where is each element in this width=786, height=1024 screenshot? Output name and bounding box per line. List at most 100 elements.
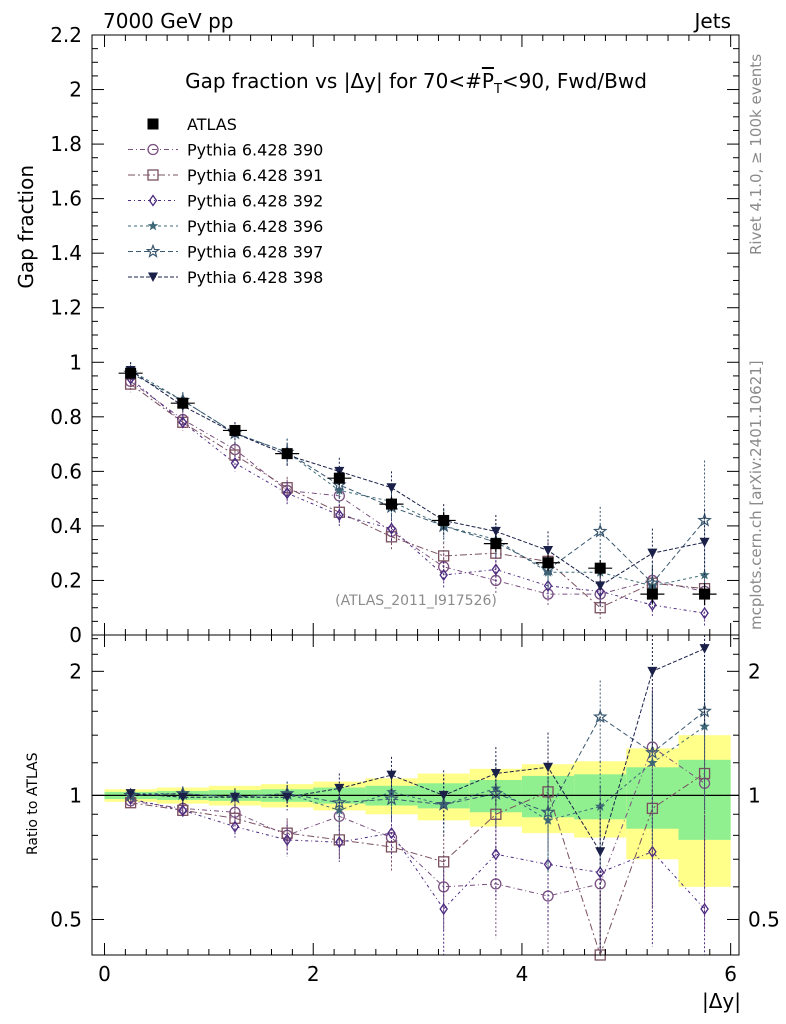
ratio-data-point <box>699 720 710 731</box>
ratio-series-line <box>130 773 705 957</box>
ratio-data-point <box>595 866 605 879</box>
mc-series-line <box>130 383 705 609</box>
legend-marker <box>147 169 159 181</box>
mc-data-point <box>490 526 501 537</box>
legend-atlas-marker <box>147 118 159 130</box>
ratio-data-point <box>595 847 606 857</box>
atlas-data-point <box>333 472 345 484</box>
ratio-series-line <box>130 746 705 897</box>
mc-data-point <box>334 485 345 495</box>
mc-series-line <box>130 372 705 584</box>
energy-label: 7000 GeV pp <box>103 9 234 33</box>
ratio-series-line <box>130 710 705 813</box>
x-axis: 0 2 4 6 <box>98 35 737 986</box>
ratio-data-point <box>438 790 449 801</box>
ratio-series-line <box>130 648 705 853</box>
ratio-data-point <box>648 845 657 858</box>
ratio-y-tick-label-right: 1 <box>748 783 761 807</box>
legend-marker <box>148 194 158 207</box>
ratio-data-point <box>178 804 188 817</box>
mc-data-point <box>697 512 712 527</box>
mc-series-line <box>130 370 705 587</box>
ratio-y-tick-label-right: 2 <box>748 659 761 683</box>
main-panel: 0 0.2 0.4 0.6 0.8 1 1.2 1.4 1.6 1.8 2 2.2 Gap fract… <box>14 23 740 647</box>
main-y-tick-label: 0.2 <box>50 568 82 592</box>
title-part-pre: Gap fraction vs | <box>185 69 350 93</box>
mc-data-point <box>386 483 397 493</box>
mc-data-point <box>543 579 553 593</box>
ratio-y-tick-label: 1 <box>69 783 82 807</box>
mc-data-point <box>491 563 501 576</box>
main-y-tick-label: 1.4 <box>50 241 82 265</box>
mc-series-line <box>130 370 705 587</box>
atlas-data-point <box>385 498 397 510</box>
ratio-data-point <box>543 762 554 773</box>
ratio-data-point <box>229 812 241 824</box>
main-y-tick-label: 0.6 <box>50 459 82 483</box>
ratio-data-point <box>386 770 397 781</box>
category-label: Jets <box>693 9 731 33</box>
ratio-data-point <box>334 804 345 815</box>
ratio-data-point <box>542 814 554 825</box>
legend-marker <box>145 243 161 258</box>
mc-series-5 <box>125 362 710 608</box>
atlas-data-point <box>699 588 711 600</box>
main-plot-area <box>118 362 717 627</box>
ratio-data-point <box>700 902 709 916</box>
title-part-p: P <box>482 69 494 93</box>
mc-series-line <box>130 378 705 614</box>
atlas-data-point <box>438 514 450 526</box>
legend-label: Pythia 6.428 391 <box>187 166 323 185</box>
atlas-data-point <box>542 557 554 569</box>
ratio-data-point <box>331 794 347 810</box>
ratio-data-point <box>647 666 658 677</box>
analysis-watermark: (ATLAS_2011_I917526) <box>335 593 497 609</box>
ratio-y-tick-label: 2 <box>69 659 82 683</box>
atlas-data-point <box>594 562 606 574</box>
legend-label: Pythia 6.428 390 <box>187 141 323 160</box>
atlas-data-series <box>118 367 717 605</box>
mc-data-point <box>592 523 608 538</box>
atlas-data-point <box>646 588 658 600</box>
mc-data-point <box>178 416 188 429</box>
x-tick-label: 2 <box>307 962 320 986</box>
ratio-data-point <box>592 709 608 724</box>
ratio-panel: 0.5 0.5 1 1 2 2 Ratio to ATLAS 0 2 4 6 |Δy| <box>25 35 780 1013</box>
main-y-axis-label: Gap fraction <box>14 165 38 289</box>
title-part-sub: T <box>493 82 502 97</box>
main-y-tick-label: 2 <box>69 78 82 102</box>
legend-marker <box>147 143 159 156</box>
mc-data-point <box>699 537 710 548</box>
mc-data-point <box>387 522 396 535</box>
main-y-tick-label: 1 <box>69 350 82 374</box>
main-y-tick-label: 0.4 <box>50 514 82 538</box>
ratio-data-point <box>540 804 556 819</box>
main-y-tick-label: 1.8 <box>50 132 82 156</box>
x-axis-label: |Δy| <box>702 989 741 1013</box>
main-y-tick-label: 0.8 <box>50 405 82 429</box>
mc-series-3 <box>125 362 710 605</box>
title-part-post: <90, Fwd/Bwd <box>502 69 647 93</box>
legend-label: Pythia 6.428 392 <box>187 192 323 211</box>
mc-data-point <box>439 568 448 582</box>
ratio-data-point <box>282 792 293 803</box>
ratio-data-point <box>282 833 292 847</box>
mc-data-point <box>648 598 657 612</box>
legend-atlas-label: ATLAS <box>187 115 237 134</box>
legend-label: Pythia 6.428 397 <box>187 243 323 262</box>
atlas-data-point <box>229 424 241 436</box>
main-plot-title: Gap fraction vs |Δy| for 70<#PT<90, Fwd/… <box>185 69 647 97</box>
mc-series-1 <box>124 375 711 619</box>
x-tick-label: 0 <box>98 962 111 986</box>
ratio-data-point <box>177 792 188 803</box>
ratio-y-tick-label-right: 0.5 <box>748 907 780 931</box>
mc-data-point <box>647 548 658 559</box>
ratio-data-point <box>697 703 712 718</box>
ratio-data-point <box>439 902 448 916</box>
rivet-version-label: Rivet 4.1.0, ≥ 100k events <box>747 54 765 255</box>
x-tick-label: 6 <box>724 962 737 986</box>
atlas-data-point <box>490 538 502 550</box>
ratio-data-point <box>384 791 399 806</box>
mc-series-line <box>130 380 705 595</box>
ratio-y-axis-label: Ratio to ATLAS <box>25 752 41 855</box>
